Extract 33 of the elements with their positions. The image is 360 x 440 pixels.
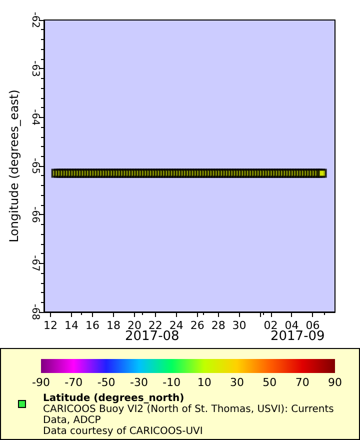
x-tick-label: 30 [232,319,246,332]
y-axis-title: Longitude (degrees_east) [7,90,21,242]
color-bar-title: Latitude (degrees_north) [43,393,186,404]
x-tick-label: 18 [106,319,120,332]
x-tick-label: 16 [86,319,100,332]
text: 2017-09 [270,329,325,344]
text: Data courtesy of CARICOOS-UVI [43,426,204,437]
color-bar-label: 30 [230,376,244,389]
text: 2017-08 [124,329,180,344]
color-bar-label: -70 [64,376,83,389]
y-tick-label: -67 [30,255,40,272]
x-tick-label: 22 [148,319,162,332]
x-tick-label: 06 [306,319,320,332]
color-bar-label: 70 [295,376,310,389]
x-tick-label: 26 [190,319,204,332]
x-tick-label: 14 [64,319,79,332]
y-tick-label: -62 [30,12,40,28]
color-bar-label: -30 [130,376,148,389]
color-bar-label: -90 [32,376,50,389]
y-tick-label: -65 [30,158,40,174]
y-tick-label: -64 [30,109,40,126]
y-tick-label: -66 [30,206,40,223]
x-tick-label: 12 [44,319,58,332]
color-bar-label: -10 [162,376,181,389]
text: CARICOOS Buoy VI2 (North of St. Thomas, USVI): Currents Data, ADCP [43,404,335,426]
color-bar-label: -50 [97,376,116,389]
color-bar-label: 90 [328,376,342,389]
y-tick-label: -68 [30,304,40,320]
y-tick-label: -63 [30,60,40,77]
x-tick-label: 04 [284,319,299,332]
color-bar-label: 10 [197,376,212,389]
color-bar-label: 50 [262,376,277,389]
x-tick-label: 28 [211,319,226,332]
